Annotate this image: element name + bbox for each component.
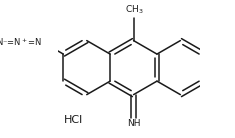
Text: NH: NH xyxy=(127,119,140,128)
Text: HCl: HCl xyxy=(64,115,83,125)
Text: N$⁻$=N$^+$=N: N$⁻$=N$^+$=N xyxy=(0,36,42,48)
Text: CH$_3$: CH$_3$ xyxy=(125,4,144,16)
